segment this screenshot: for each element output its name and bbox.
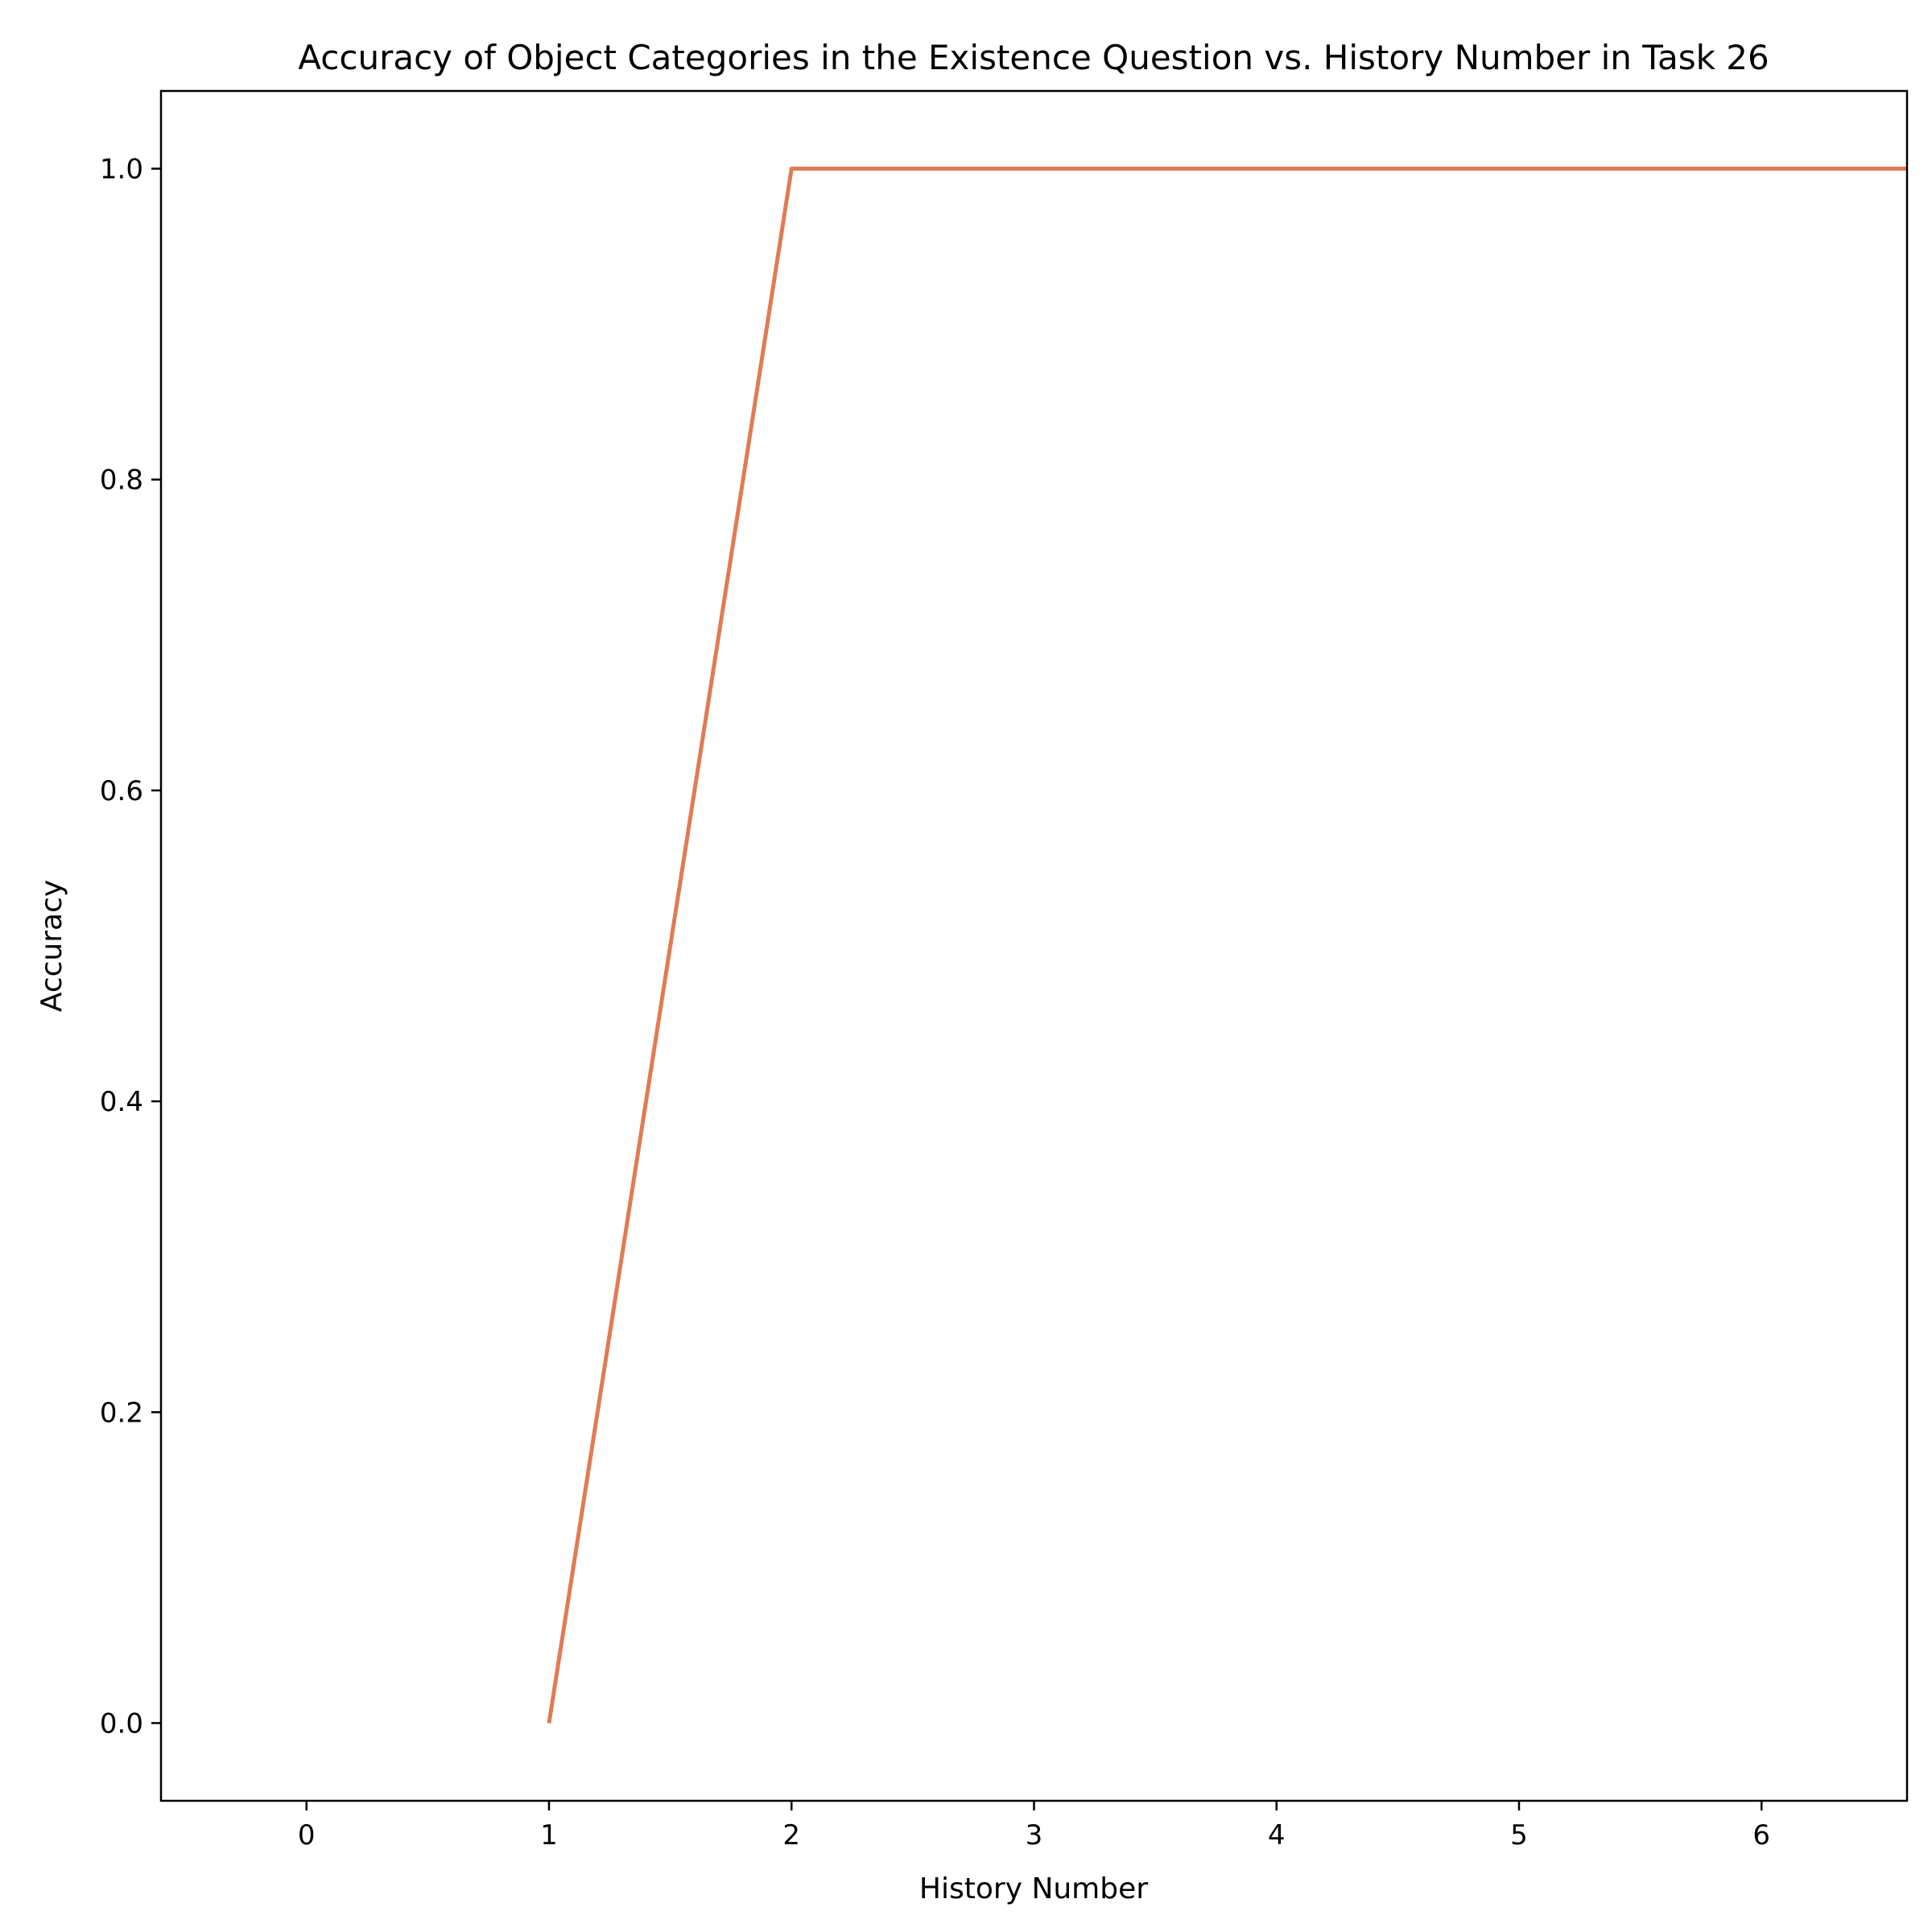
y-tick-label: 0.8 — [100, 464, 143, 497]
series-line-0 — [547, 167, 1907, 1724]
x-tick-label: 3 — [1026, 1819, 1043, 1852]
y-tick-label: 0.6 — [100, 775, 143, 807]
x-axis-ticks: 0 1 2 3 4 5 6 — [298, 1801, 1770, 1852]
x-tick-label: 6 — [1752, 1819, 1770, 1852]
chart-title: Accuracy of Object Categories in the Exi… — [298, 38, 1769, 77]
y-axis-ticks: 0.0 0.2 0.4 0.6 0.8 1.0 — [100, 154, 161, 1740]
x-tick-label: 1 — [540, 1819, 558, 1852]
x-axis-label: History Number — [919, 1872, 1148, 1905]
x-tick-label: 0 — [298, 1819, 316, 1852]
y-tick-label: 0.4 — [100, 1086, 143, 1118]
x-tick-label: 5 — [1510, 1819, 1528, 1852]
x-tick-label: 4 — [1268, 1819, 1286, 1852]
x-tick-label: 2 — [782, 1819, 800, 1852]
y-tick-label: 1.0 — [100, 154, 143, 186]
y-tick-label: 0.2 — [100, 1397, 143, 1429]
y-tick-label: 0.0 — [100, 1707, 143, 1740]
series-layer — [547, 167, 1907, 1724]
y-axis-label: Accuracy — [35, 880, 68, 1012]
plot-frame — [159, 89, 1909, 1802]
